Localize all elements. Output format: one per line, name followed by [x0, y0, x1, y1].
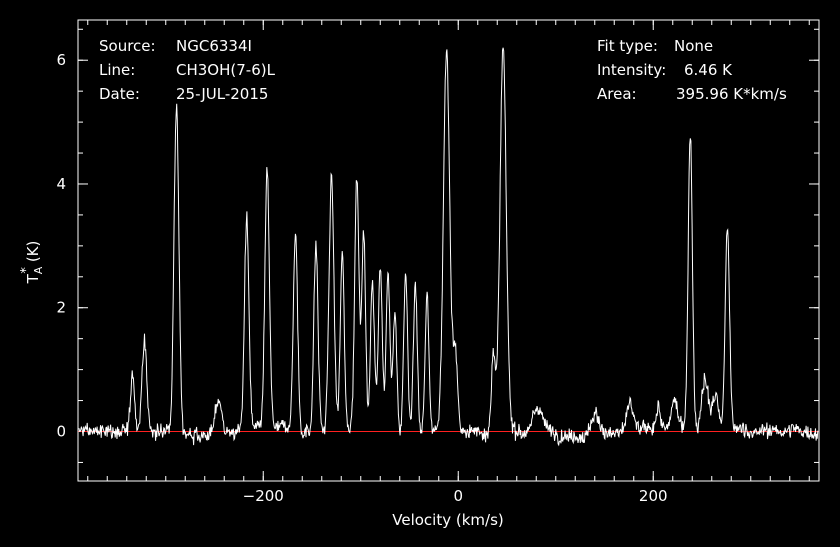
spectrum-line: [78, 47, 819, 447]
x-tick-label: 200: [639, 487, 668, 505]
plot-frame: [77, 19, 820, 482]
info-line-key: Line:: [99, 61, 135, 79]
info-area-key: Area:: [597, 85, 637, 103]
info-fit-type-value: None: [674, 37, 713, 55]
y-axis-label: TA* (K): [19, 241, 45, 285]
y-tick-label: 0: [56, 422, 66, 440]
info-line-value: CH3OH(7-6)L: [176, 61, 276, 79]
y-tick-label: 2: [56, 299, 66, 317]
info-source-key: Source:: [99, 37, 156, 55]
info-area-value: 395.96 K*km/s: [676, 85, 787, 103]
y-axis-label-unit: (K): [24, 241, 42, 263]
info-fit-type-key: Fit type:: [597, 37, 658, 55]
x-tick-label: 0: [453, 487, 463, 505]
x-tick-label: −200: [243, 487, 284, 505]
major-ticks: [78, 20, 819, 481]
info-intensity-value: 6.46 K: [684, 61, 733, 79]
info-date-value: 25-JUL-2015: [176, 85, 268, 103]
tick-labels: −200 0 200 0 2 4 6: [56, 51, 667, 505]
y-tick-label: 4: [56, 175, 66, 193]
y-axis-label-main: T: [24, 273, 42, 284]
x-axis-label: Velocity (km/s): [392, 511, 503, 529]
y-axis-label-sup: *: [19, 267, 34, 274]
info-intensity-key: Intensity:: [597, 61, 666, 79]
svg-text:TA*(K): TA* (K): [19, 241, 45, 285]
info-date-key: Date:: [99, 85, 140, 103]
info-source-value: NGC6334I: [176, 37, 252, 55]
y-axis-label-sub: A: [32, 266, 45, 274]
y-tick-label: 6: [56, 51, 66, 69]
